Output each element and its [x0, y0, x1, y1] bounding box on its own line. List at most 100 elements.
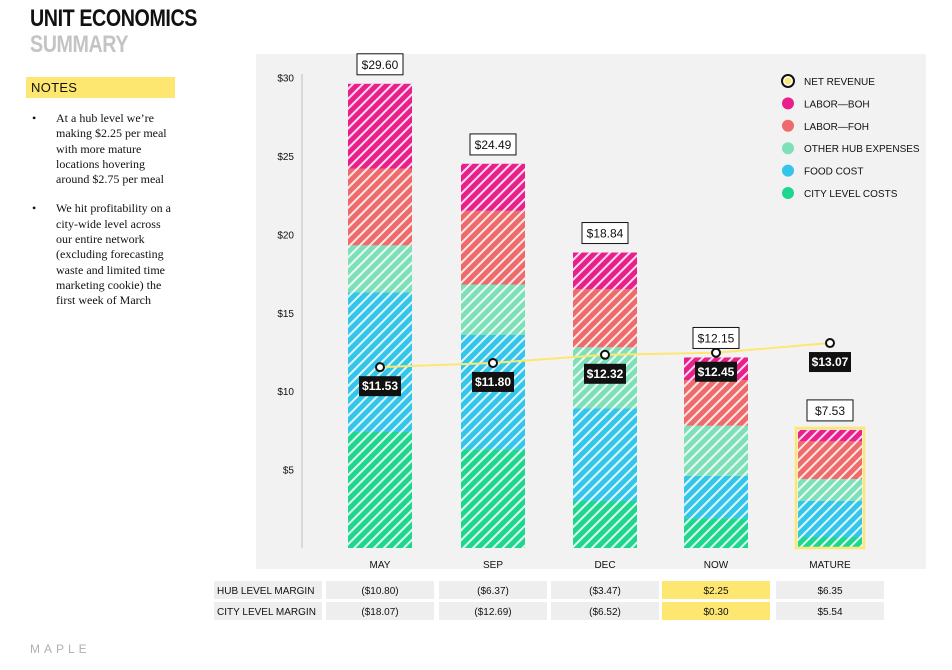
total-label-text: $7.53 — [815, 404, 845, 418]
total-label: $7.53 — [806, 399, 854, 422]
notes-list: • At a hub level we’re making $2.25 per m… — [32, 111, 177, 323]
table-row-label-bg — [214, 602, 322, 620]
y-tick-label: $20 — [277, 230, 294, 241]
total-label-box — [469, 133, 517, 156]
legend-item-city: CITY LEVEL COSTS — [782, 187, 898, 200]
bar-sep — [461, 163, 525, 548]
bar-segment-city — [348, 431, 412, 548]
y-tick-label: $30 — [277, 74, 294, 85]
legend-label: NET REVENUE — [804, 77, 875, 88]
table-cell: ($18.07) — [361, 607, 398, 618]
table-cell: $2.25 — [703, 586, 728, 597]
net-revenue-point — [711, 347, 721, 358]
bar-mature — [798, 429, 862, 548]
bar-segment-boh — [348, 83, 412, 169]
bar-segment-boh-hatch — [798, 429, 862, 442]
net-revenue-point — [600, 349, 610, 360]
legend-item-foh: LABOR—FOH — [782, 119, 869, 133]
total-label: $29.60 — [356, 53, 404, 76]
bar-segment-foh — [461, 210, 525, 285]
bar-segment-city — [798, 537, 862, 548]
table-cell-bg — [776, 581, 884, 599]
total-label-box — [581, 222, 629, 245]
total-label: $18.84 — [581, 222, 629, 245]
bar-segment-foh — [573, 289, 637, 348]
x-tick-label: MATURE — [809, 560, 851, 571]
legend-swatch-icon — [782, 187, 794, 199]
bar-segment-other — [348, 245, 412, 293]
table-cell: ($6.52) — [589, 607, 621, 618]
net-revenue-label-text: $12.32 — [587, 367, 624, 381]
bar-segment-boh — [798, 429, 862, 442]
bar-segment-foh-hatch — [684, 380, 748, 426]
note-item: • We hit profitability on a city-wide lev… — [32, 201, 177, 308]
bar-segment-boh-hatch — [348, 83, 412, 169]
legend-item-boh: LABOR—BOH — [782, 97, 870, 110]
x-tick-label: NOW — [704, 560, 729, 571]
net-revenue-label-text: $11.80 — [475, 375, 511, 389]
legend-marker-revenue-fill — [784, 77, 792, 85]
bar-segment-boh-hatch — [461, 163, 525, 211]
bullet-icon: • — [32, 201, 37, 216]
y-axis: $5 $10 $15 $20 $25 $30 — [277, 74, 303, 548]
total-label-box — [806, 399, 854, 422]
table-row: HUB LEVEL MARGIN ($10.80) ($6.37) ($3.47) $2… — [214, 581, 884, 599]
legend-label: LABOR—BOH — [804, 99, 870, 110]
total-label-text: $12.15 — [698, 331, 735, 345]
bar-segment-food — [684, 475, 748, 519]
legend-label: CITY LEVEL COSTS — [804, 189, 898, 200]
mature-highlight-outline — [794, 426, 866, 550]
table-cell-bg — [439, 581, 547, 599]
total-label-text: $29.60 — [362, 58, 399, 72]
legend-swatch-icon — [782, 142, 794, 155]
highlight-box — [794, 426, 866, 550]
note-text: We hit profitability on a city-wide leve… — [56, 201, 172, 308]
table-row-label-bg — [214, 581, 322, 599]
bar-segment-foh — [348, 168, 412, 246]
legend-label: OTHER HUB EXPENSES — [804, 144, 920, 155]
bar-segment-foh-hatch — [461, 210, 525, 285]
bar-segment-food — [573, 408, 637, 501]
legend-label: LABOR—FOH — [804, 122, 869, 133]
bar-segment-city-hatch — [461, 449, 525, 548]
bar-segment-food-hatch — [348, 292, 412, 432]
bar-segment-city-hatch — [684, 518, 748, 548]
table-row-label: CITY LEVEL MARGIN — [217, 607, 316, 618]
total-label-box — [356, 53, 404, 76]
bar-segment-foh — [684, 380, 748, 426]
bar-segment-city — [461, 449, 525, 548]
net-revenue-label-box — [695, 361, 737, 382]
y-tick-label: $5 — [283, 466, 295, 477]
legend-swatch-icon — [782, 97, 794, 110]
bar-segment-food-hatch — [684, 475, 748, 519]
total-label-text: $18.84 — [587, 227, 624, 241]
table-cell-bg — [551, 602, 659, 620]
total-label-box — [692, 326, 740, 349]
net-revenue-point — [825, 338, 835, 349]
net-revenue-label-box — [809, 352, 851, 373]
bar-segment-foh — [798, 441, 862, 479]
legend: NET REVENUE LABOR—BOH LABOR—FOH OTHER HUB E… — [781, 74, 920, 200]
net-revenue-label-text: $11.53 — [362, 379, 398, 393]
bar-segment-foh-hatch — [573, 289, 637, 348]
bar-segment-other — [461, 284, 525, 335]
bar-segment-city — [573, 500, 637, 548]
bar-segment-food-hatch — [573, 408, 637, 501]
notes-label: NOTES — [26, 77, 175, 98]
total-label-text: $24.49 — [475, 138, 512, 152]
table-cell-bg — [776, 602, 884, 620]
table-cell: $6.35 — [817, 586, 842, 597]
table-cell: ($3.47) — [589, 586, 621, 597]
y-tick-label: $25 — [277, 152, 294, 163]
bar-segment-other-hatch — [798, 478, 862, 501]
net-revenue-label: $12.45 — [695, 361, 737, 382]
net-revenue-label-box — [472, 371, 514, 392]
table-cell: ($6.37) — [477, 586, 509, 597]
table-cell-bg — [551, 581, 659, 599]
bar-segment-other — [798, 478, 862, 501]
bar-segment-foh-hatch — [348, 168, 412, 246]
bar-segment-foh-hatch — [798, 441, 862, 479]
table-row-label: HUB LEVEL MARGIN — [217, 586, 314, 597]
x-axis: MAY SEP DEC NOW MATURE — [370, 560, 852, 571]
